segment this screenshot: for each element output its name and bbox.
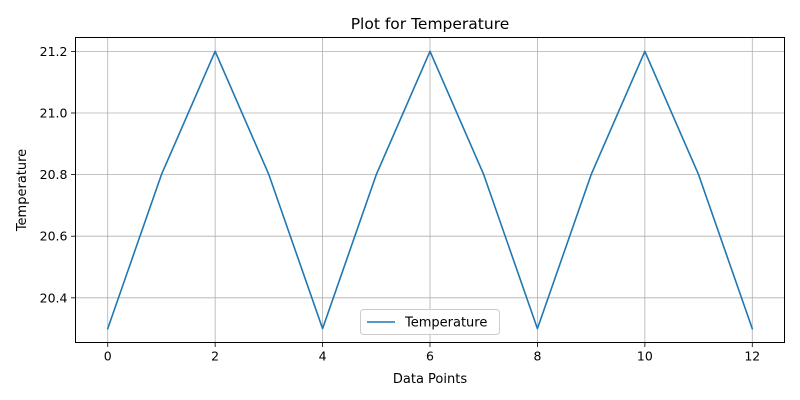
y-axis-ticks: 20.4 20.6 20.8 21.0 21.2: [40, 44, 76, 305]
x-tick-label: 8: [533, 349, 541, 364]
x-tick-label: 4: [319, 349, 327, 364]
legend-label-temperature: Temperature: [404, 316, 487, 331]
y-tick-label: 20.6: [40, 229, 68, 244]
x-axis-label: Data Points: [393, 372, 467, 387]
x-tick-label: 0: [104, 349, 112, 364]
x-tick-label: 10: [637, 349, 653, 364]
y-tick-label: 21.0: [40, 105, 68, 120]
y-tick-label: 21.2: [40, 44, 68, 59]
series-layer: [106, 50, 754, 330]
series-line-temperature: [106, 50, 754, 330]
x-axis-ticks: 0 2 4 6 8 10 12: [104, 342, 760, 364]
legend: Temperature: [360, 309, 500, 335]
x-tick-label: 12: [744, 349, 760, 364]
x-tick-label: 2: [211, 349, 219, 364]
grid-lines: [75, 37, 785, 343]
y-axis-label: Temperature: [15, 149, 30, 232]
y-tick-label: 20.4: [40, 290, 68, 305]
chart-title: Plot for Temperature: [351, 15, 510, 33]
y-tick-label: 20.8: [40, 167, 68, 182]
x-tick-label: 6: [426, 349, 434, 364]
legend-box: [360, 309, 500, 335]
